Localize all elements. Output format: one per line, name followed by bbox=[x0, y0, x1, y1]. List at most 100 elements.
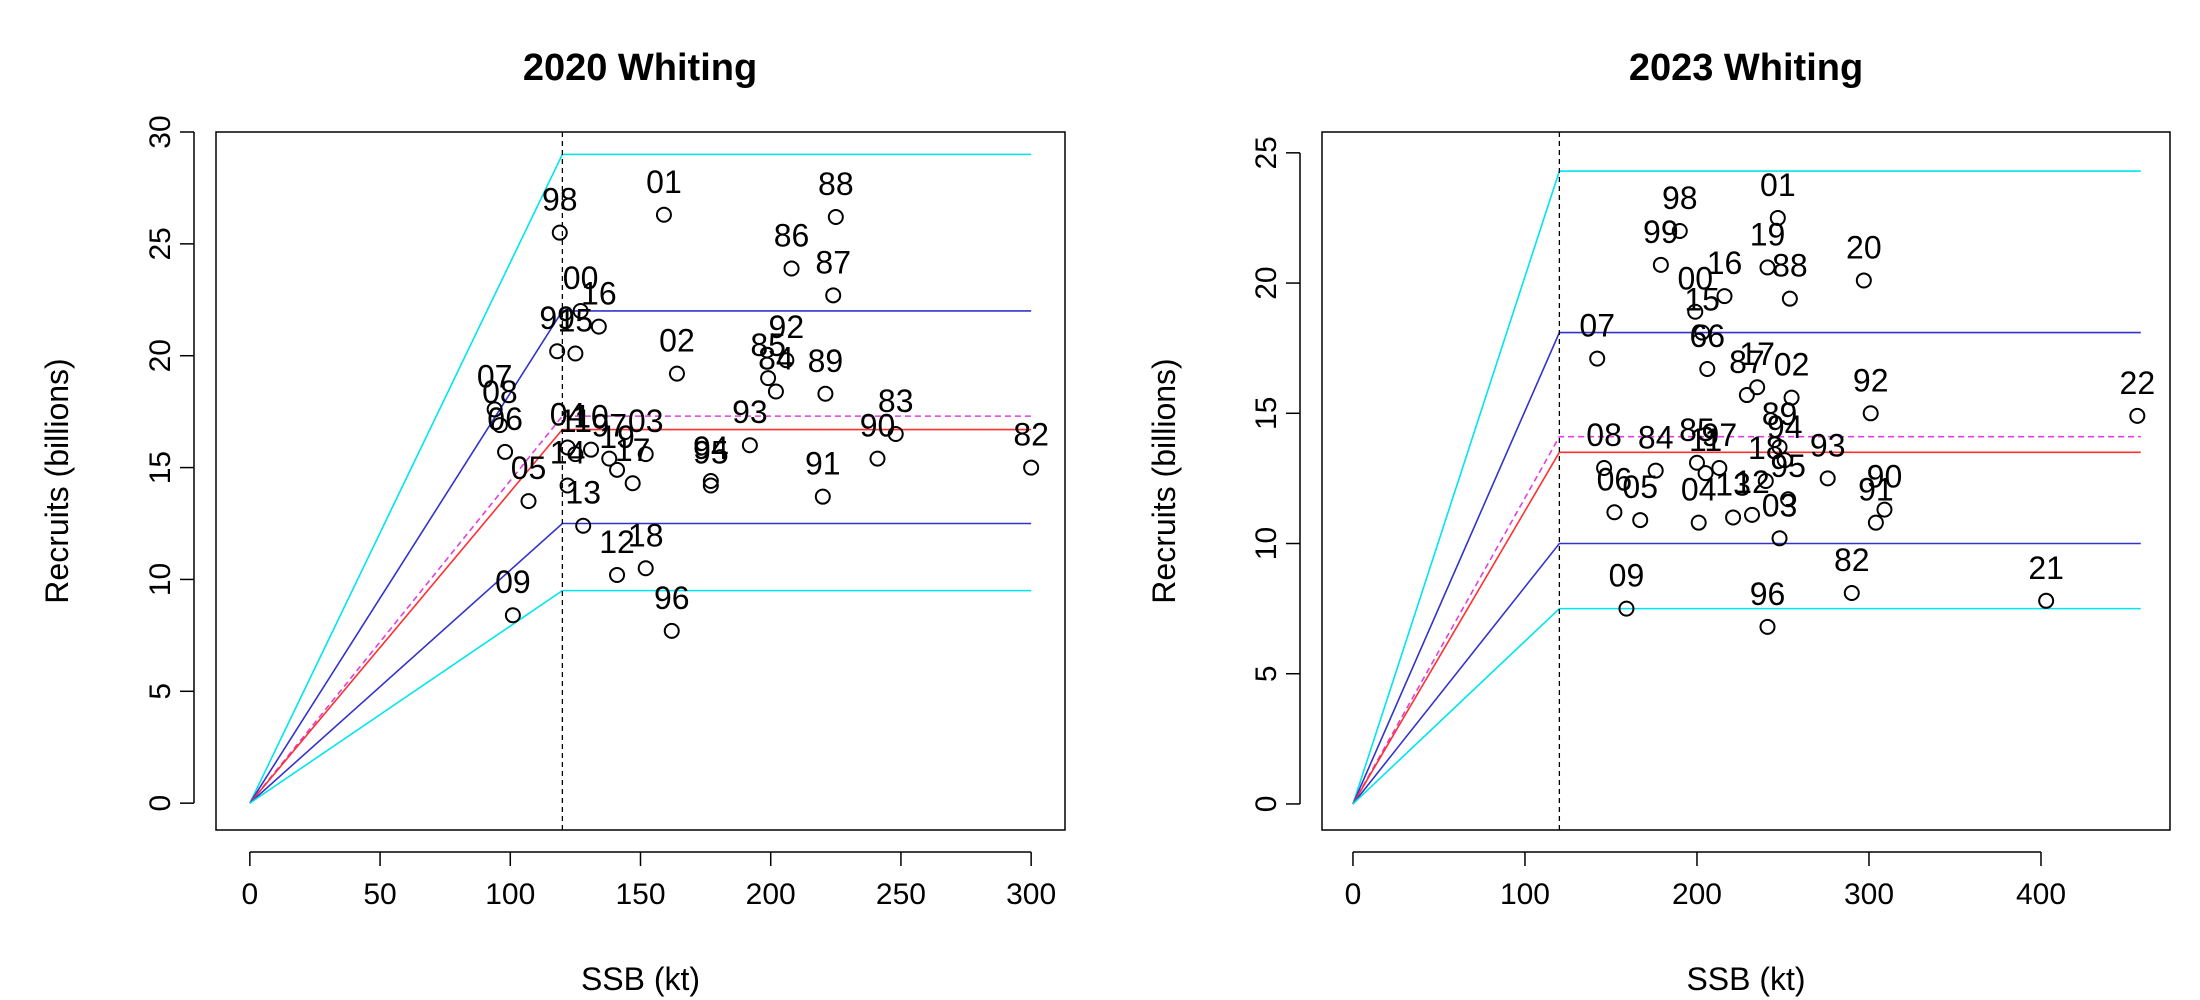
point-label: 00 bbox=[563, 260, 599, 296]
x-tick-label: 150 bbox=[615, 878, 665, 911]
data-point bbox=[760, 370, 777, 387]
data-point bbox=[575, 517, 592, 534]
point-label: 06 bbox=[487, 401, 523, 437]
data-point bbox=[1876, 501, 1893, 518]
data-point bbox=[668, 365, 685, 382]
data-point bbox=[601, 450, 618, 467]
y-axis-label: Recruits (billions) bbox=[39, 358, 75, 603]
y-tick-label: 15 bbox=[1250, 397, 1283, 430]
point-label: 16 bbox=[1707, 245, 1743, 281]
data-point bbox=[1688, 454, 1705, 471]
data-point bbox=[825, 287, 842, 304]
y-tick-label: 20 bbox=[144, 339, 177, 372]
data-point bbox=[1867, 514, 1884, 531]
x-tick-label: 0 bbox=[1345, 878, 1362, 911]
y-tick-label: 5 bbox=[144, 683, 177, 700]
point-label: 06 bbox=[1597, 461, 1633, 497]
data-point bbox=[1716, 288, 1733, 305]
point-label: 19 bbox=[1750, 216, 1786, 252]
data-point bbox=[609, 461, 626, 478]
point-label: 92 bbox=[769, 309, 805, 345]
data-point bbox=[1769, 209, 1786, 226]
segmented-line-lower-cyan bbox=[1352, 607, 2141, 805]
x-tick-label: 200 bbox=[746, 878, 796, 911]
data-point bbox=[887, 426, 904, 443]
y-tick-label: 5 bbox=[1250, 665, 1283, 682]
data-point bbox=[1699, 361, 1716, 378]
point-label: 20 bbox=[1846, 229, 1882, 265]
data-point bbox=[559, 477, 576, 494]
y-tick-label: 30 bbox=[144, 115, 177, 148]
data-point bbox=[497, 443, 514, 460]
data-point bbox=[1589, 350, 1606, 367]
y-tick-label: 25 bbox=[1250, 136, 1283, 169]
point-label: 22 bbox=[2120, 365, 2156, 401]
data-point bbox=[624, 475, 641, 492]
data-point bbox=[1855, 272, 1872, 289]
point-label: 02 bbox=[659, 323, 695, 359]
x-tick-label: 200 bbox=[1672, 878, 1722, 911]
data-point bbox=[609, 566, 626, 583]
point-label: 05 bbox=[1622, 469, 1658, 505]
data-point bbox=[637, 560, 654, 577]
data-point bbox=[1647, 462, 1664, 479]
x-tick-label: 300 bbox=[1006, 878, 1056, 911]
point-label: 98 bbox=[542, 182, 578, 218]
plot-frame bbox=[1321, 131, 2171, 831]
point-label: 82 bbox=[1013, 417, 1049, 453]
x-tick-label: 400 bbox=[2016, 878, 2066, 911]
y-axis: 0 5 10 15 20 25 30 bbox=[144, 115, 195, 812]
point-label: 94 bbox=[1767, 409, 1803, 445]
x-axis-label: SSB (kt) bbox=[581, 961, 700, 997]
y-tick-label: 0 bbox=[144, 795, 177, 812]
data-point bbox=[1738, 387, 1755, 404]
point-label: 18 bbox=[628, 517, 664, 553]
chart-2020-whiting: 2020 Whiting SSB (kt) Recruits (billions) 0… bbox=[39, 47, 1066, 997]
data-point bbox=[567, 345, 584, 362]
data-point bbox=[1749, 379, 1766, 396]
point-label: 02 bbox=[1774, 347, 1810, 383]
data-point bbox=[1671, 222, 1688, 239]
data-point bbox=[1711, 459, 1728, 476]
data-point bbox=[702, 473, 719, 489]
segmented-line-median-red bbox=[1352, 451, 2141, 805]
point-label: 82 bbox=[1834, 542, 1870, 578]
data-point bbox=[869, 450, 886, 467]
point-label: 08 bbox=[1586, 417, 1622, 453]
data-point bbox=[1780, 491, 1797, 508]
segmented-line-upper-blue bbox=[249, 310, 1032, 804]
data-point bbox=[1771, 530, 1788, 547]
data-point bbox=[1687, 303, 1704, 320]
y-tick-label: 10 bbox=[144, 563, 177, 596]
point-label: 87 bbox=[1729, 344, 1765, 380]
point-label: 92 bbox=[1853, 362, 1889, 398]
data-point bbox=[702, 477, 719, 494]
point-label: 99 bbox=[539, 300, 575, 336]
data-point bbox=[1023, 459, 1040, 476]
data-point bbox=[551, 224, 568, 241]
data-point bbox=[1843, 584, 1860, 601]
point-label: 07 bbox=[477, 358, 513, 394]
point-label: 07 bbox=[1579, 308, 1615, 344]
data-point bbox=[1759, 259, 1776, 276]
data-point bbox=[741, 437, 758, 454]
point-label: 88 bbox=[1772, 248, 1808, 284]
point-label: 98 bbox=[1662, 180, 1698, 216]
data-point bbox=[1725, 509, 1742, 526]
y-axis-label: Recruits (billions) bbox=[1146, 358, 1182, 603]
x-tick-label: 250 bbox=[876, 878, 926, 911]
x-axis-label: SSB (kt) bbox=[1686, 961, 1805, 997]
data-point bbox=[1618, 600, 1635, 617]
point-label: 84 bbox=[758, 341, 794, 377]
point-label: 85 bbox=[1679, 412, 1715, 448]
point-label: 14 bbox=[550, 434, 586, 470]
data-point bbox=[1606, 504, 1623, 521]
data-point bbox=[2129, 407, 2146, 424]
point-label: 94 bbox=[693, 430, 729, 466]
point-label: 01 bbox=[1760, 167, 1796, 203]
data-point bbox=[778, 352, 795, 369]
point-label: 17 bbox=[615, 432, 651, 468]
point-label: 12 bbox=[1734, 464, 1770, 500]
point-label: 89 bbox=[1762, 396, 1798, 432]
data-point bbox=[814, 488, 831, 505]
